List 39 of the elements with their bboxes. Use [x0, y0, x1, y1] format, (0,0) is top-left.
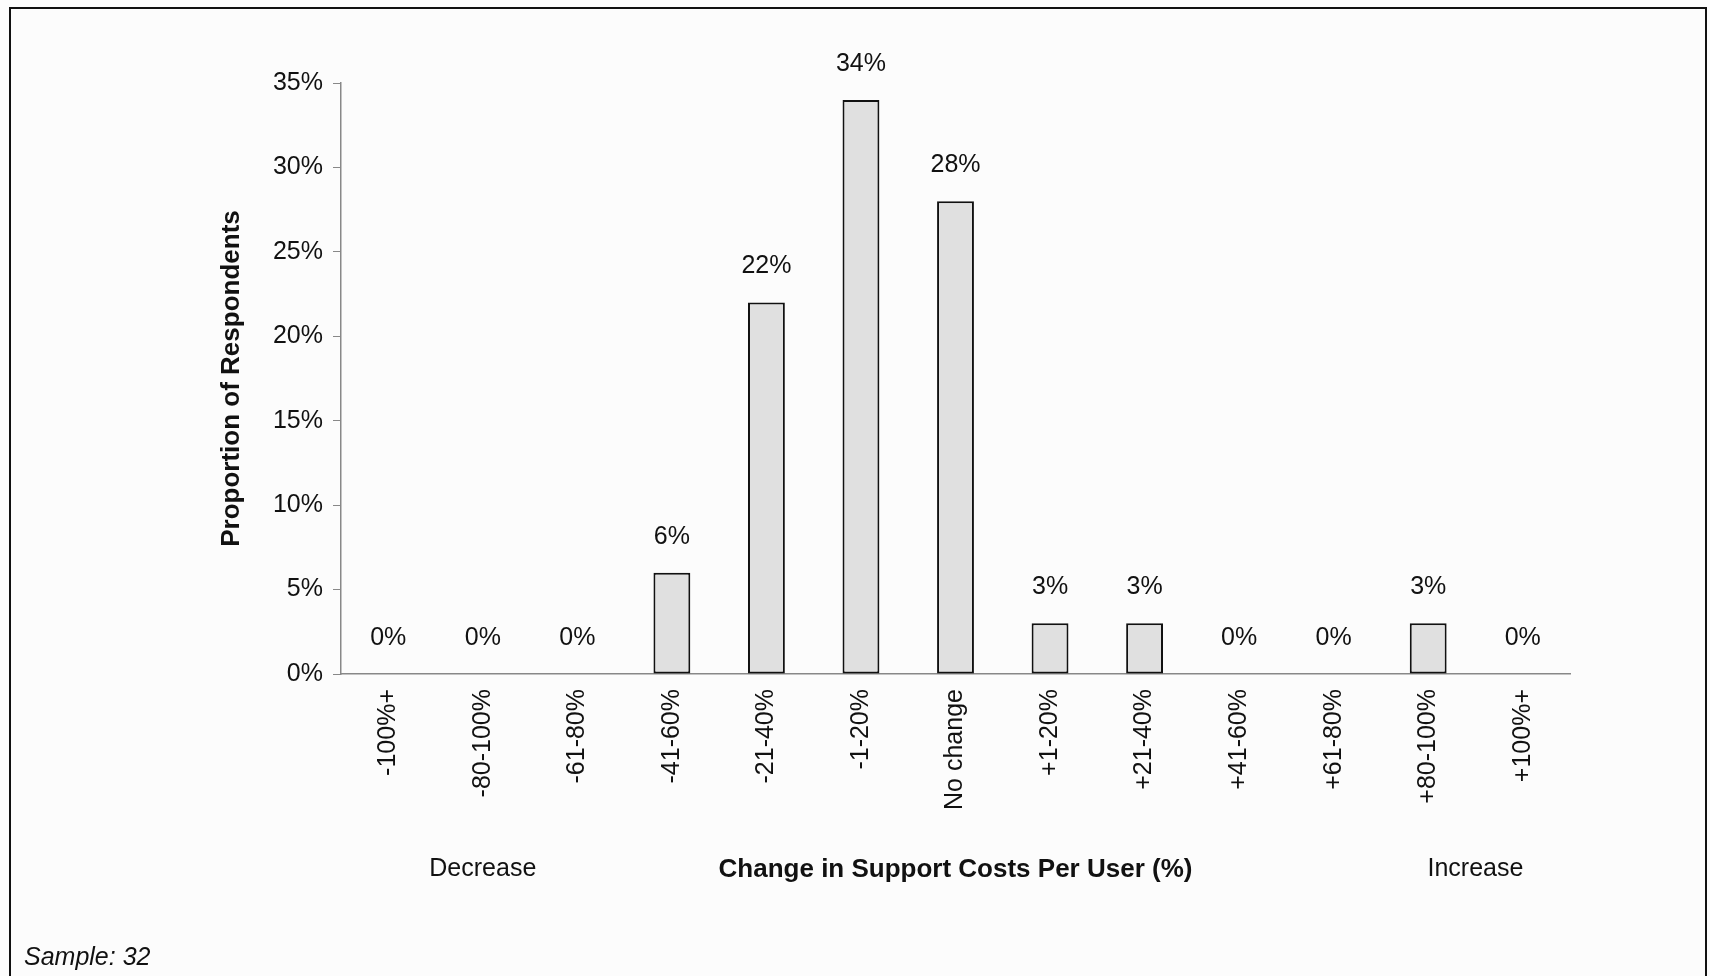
x-tick-label: +61-80%	[1317, 689, 1346, 790]
y-tick-label: 10%	[272, 489, 323, 518]
text: Sample: 32	[24, 941, 151, 970]
x-tick-label: No change	[939, 689, 968, 810]
data-label: 0%	[1315, 621, 1352, 650]
data-label: 3%	[1126, 571, 1163, 600]
y-tick-label: 5%	[286, 573, 323, 602]
x-tick-label: +21-40%	[1128, 689, 1157, 790]
x-tick-label: -80-100%	[466, 689, 495, 798]
y-tick-label: 30%	[272, 151, 323, 180]
x-tick-label: -21-40%	[750, 689, 779, 784]
y-tick-label: 35%	[272, 66, 323, 95]
y-tick-label: 25%	[272, 235, 323, 264]
data-label: 28%	[930, 149, 981, 178]
data-label: 0%	[464, 621, 501, 650]
y-axis-title: Proportion of Respondents	[214, 210, 245, 547]
data-label: 34%	[835, 47, 886, 76]
x-tick-label: +100%+	[1506, 689, 1535, 783]
data-label: 0%	[370, 621, 407, 650]
text: Increase	[1427, 853, 1524, 882]
data-label: 3%	[1410, 571, 1447, 600]
x-tick-label: +80-100%	[1412, 689, 1441, 804]
x-tick-label: +41-60%	[1223, 689, 1252, 790]
x-tick-label: -41-60%	[655, 689, 684, 784]
data-label: 3%	[1031, 571, 1069, 600]
y-tick-label: 20%	[272, 320, 323, 349]
x-tick-label: -61-80%	[561, 689, 590, 784]
y-tick-label: 15%	[272, 404, 323, 433]
data-label: 0%	[1504, 621, 1541, 650]
x-tick-label: +1-20%	[1033, 689, 1062, 776]
data-label: 22%	[741, 250, 792, 279]
x-axis-title: Change in Support Costs Per User (%)	[718, 852, 1193, 883]
y-tick-label: 0%	[286, 657, 323, 686]
text: Decrease	[429, 853, 537, 882]
data-label: 0%	[1221, 621, 1258, 650]
data-label: 6%	[653, 520, 690, 549]
data-label: 0%	[559, 621, 596, 650]
x-tick-label: -100%+	[372, 689, 401, 776]
x-tick-label: -1-20%	[844, 689, 873, 770]
